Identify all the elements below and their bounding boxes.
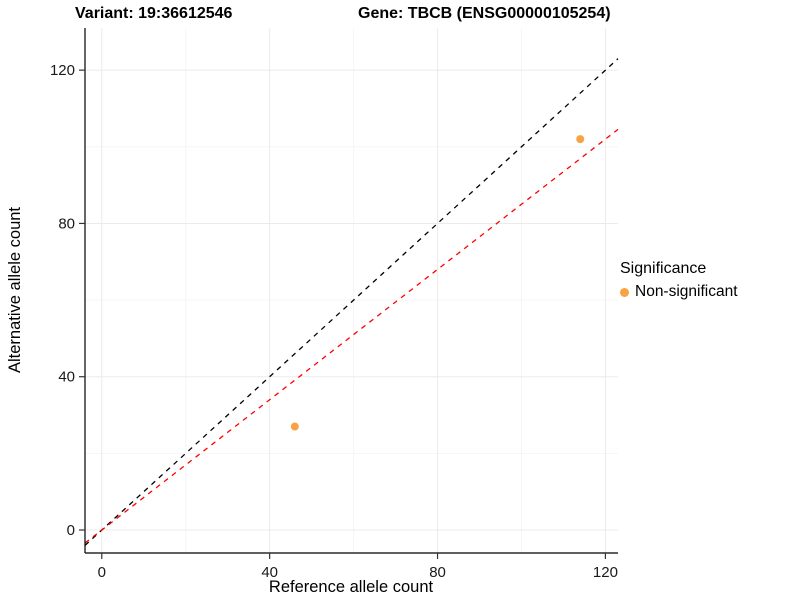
axes-layer: 0 40 80 120 0 40 80 120 bbox=[50, 28, 618, 581]
variant-title: Variant: 19:36612546 bbox=[75, 5, 233, 22]
x-axis-title: Reference allele count bbox=[269, 578, 434, 596]
grid-layer bbox=[85, 28, 618, 553]
y-tick-label: 80 bbox=[58, 215, 75, 232]
data-point bbox=[576, 135, 585, 144]
y-axis-title: Alternative allele count bbox=[6, 207, 24, 373]
x-tick-label: 120 bbox=[593, 564, 618, 581]
y-tick-label: 120 bbox=[50, 62, 75, 79]
legend-item-label: Non-significant bbox=[635, 283, 738, 300]
y-tick-label: 0 bbox=[67, 522, 75, 539]
legend-item: Non-significant bbox=[620, 283, 738, 301]
reference-lines-layer bbox=[84, 58, 619, 546]
x-tick-label: 0 bbox=[98, 564, 106, 581]
legend: Significance Non-significant bbox=[620, 260, 738, 301]
y-tick-label: 40 bbox=[58, 369, 75, 386]
x-tick-label: 80 bbox=[429, 564, 446, 581]
data-point bbox=[290, 422, 299, 431]
x-tick-label: 40 bbox=[261, 564, 278, 581]
identity-dashed-line bbox=[84, 58, 619, 546]
gene-title: Gene: TBCB (ENSG00000105254) bbox=[358, 5, 611, 22]
data-points-layer bbox=[290, 135, 585, 431]
legend-point-icon bbox=[620, 287, 629, 297]
fit-dashed-line bbox=[84, 128, 619, 544]
legend-title: Significance bbox=[620, 260, 707, 277]
